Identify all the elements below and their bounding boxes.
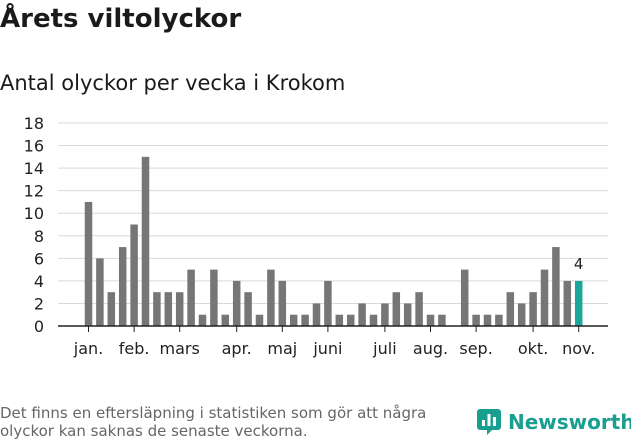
bar [563, 280, 572, 326]
chart-subtitle: Antal olyckor per vecka i Krokom [0, 71, 346, 95]
brand: Newsworthy [476, 408, 631, 436]
bar [312, 303, 321, 326]
bar [358, 303, 366, 326]
bar [483, 314, 492, 326]
x-tick-label: aug. [413, 339, 448, 358]
bar [506, 292, 515, 326]
bar [552, 247, 560, 326]
bar [403, 303, 412, 326]
bar [141, 156, 150, 326]
bar [84, 201, 93, 326]
bar [118, 247, 127, 326]
bar [255, 314, 264, 326]
bar [540, 269, 549, 326]
bar [267, 269, 275, 326]
y-tick-label: 12 [24, 182, 44, 201]
x-tick-label: apr. [222, 339, 252, 358]
chart-title: Årets viltolyckor [0, 4, 242, 34]
bar [175, 292, 184, 326]
bar [517, 303, 526, 326]
y-tick-label: 18 [24, 114, 44, 133]
bar [198, 314, 207, 326]
x-tick-label: okt. [518, 339, 548, 358]
bar [221, 314, 230, 326]
y-tick-label: 2 [34, 294, 44, 313]
x-tick-label: jan. [73, 339, 103, 358]
bar-chart: 0 2 4 6 8 10 12 14 16 18 jan. feb. mars apr. maj juni ju… [24, 114, 608, 358]
data-label: 4 [574, 255, 584, 273]
bar [232, 280, 241, 326]
bar [210, 269, 218, 326]
y-tick-label: 8 [34, 227, 44, 246]
x-tick-label: juni [312, 339, 342, 358]
bar [289, 314, 298, 326]
x-tick-label: sep. [459, 339, 492, 358]
x-tick-label: maj [267, 339, 297, 358]
y-tick-label: 10 [24, 204, 44, 223]
bar [301, 314, 309, 326]
bar [472, 314, 480, 326]
y-tick-label: 14 [24, 159, 44, 178]
footnote: Det finns en eftersläpning i statistiken… [0, 404, 427, 440]
bar [460, 269, 469, 326]
bar [574, 280, 583, 326]
bar [153, 292, 161, 326]
y-tick-label: 0 [34, 317, 44, 336]
bar [529, 292, 537, 326]
bar [324, 280, 332, 326]
y-tick-label: 6 [34, 249, 44, 268]
bar [381, 303, 389, 326]
brand-name: Newsworthy [508, 410, 631, 434]
x-tick-label: juli [372, 339, 396, 358]
y-tick-label: 4 [34, 272, 44, 291]
bar [278, 280, 287, 326]
newsworthy-logo-icon [477, 409, 501, 435]
bar [495, 314, 503, 326]
bar [346, 314, 355, 326]
bar [244, 292, 252, 326]
bar [392, 292, 401, 326]
y-tick-label: 16 [24, 137, 44, 156]
x-tick-label: mars [160, 339, 200, 358]
bar [335, 314, 344, 326]
bar [96, 258, 104, 326]
bar [415, 292, 423, 326]
bar [130, 224, 138, 326]
bar [187, 269, 195, 326]
bar [107, 292, 116, 326]
bar [369, 314, 378, 326]
bar [438, 314, 446, 326]
x-tick-label: nov. [562, 339, 595, 358]
x-tick-label: feb. [119, 339, 150, 358]
bar [426, 314, 435, 326]
bar [164, 292, 173, 326]
